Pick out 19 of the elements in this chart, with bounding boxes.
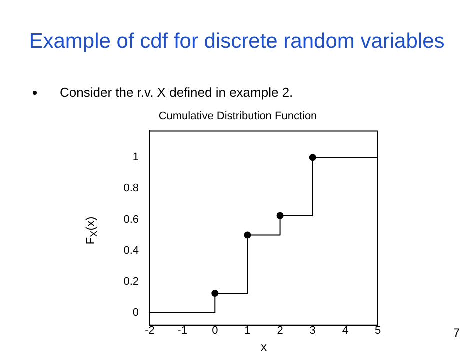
x-tick-label: -2 xyxy=(145,325,155,338)
y-tick-label: 0 xyxy=(132,307,139,319)
x-tick-label: 5 xyxy=(374,325,382,338)
y-tick-label: 0.4 xyxy=(124,244,139,257)
chart-subtitle: Cumulative Distribution Function xyxy=(158,110,318,123)
x-tick-label: 4 xyxy=(342,325,348,338)
text: Consider the r.v. X defined in example 2. xyxy=(60,85,294,100)
y-tick-label: 1 xyxy=(132,152,139,164)
y-tick-label: 0.8 xyxy=(124,182,139,195)
x-tick-label: -1 xyxy=(178,325,188,338)
x-tick-label: 1 xyxy=(244,325,251,338)
x-tick-label: 2 xyxy=(277,325,284,338)
x-tick-label: 0 xyxy=(212,325,218,338)
chart-title: Example of cdf for discrete random variables xyxy=(28,30,446,54)
text: 7 xyxy=(453,326,460,340)
y-tick-label: 0.2 xyxy=(124,276,139,288)
y-tick-label: 0.6 xyxy=(124,214,139,226)
x-axis-title: x xyxy=(261,340,267,354)
x-tick-label: 3 xyxy=(310,325,316,338)
